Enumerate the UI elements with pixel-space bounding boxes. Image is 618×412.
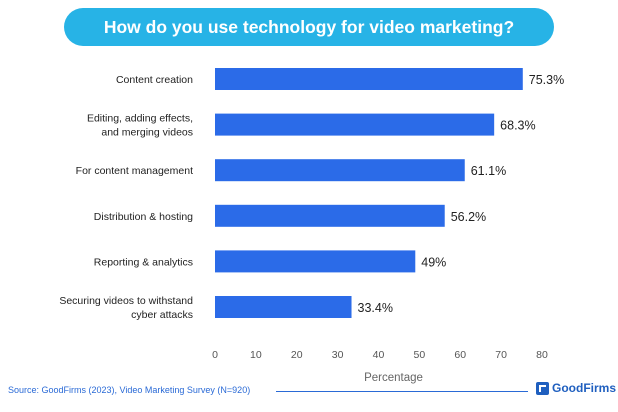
x-tick-label: 60 [454, 349, 466, 361]
x-tick-label: 40 [373, 349, 385, 361]
category-label: Editing, adding effects, and merging vide… [87, 113, 193, 139]
bar [215, 250, 416, 273]
goodfirms-logo-icon [536, 381, 549, 395]
x-tick-label: 0 [212, 349, 218, 361]
x-tick-label: 10 [250, 349, 262, 361]
x-tick-label: 30 [332, 349, 344, 361]
data-label: 75.3% [529, 73, 564, 87]
category-label: Distribution & hosting [94, 211, 193, 223]
x-tick-label: 70 [495, 349, 507, 361]
data-label: 33.4% [358, 301, 393, 315]
data-label: 61.1% [471, 164, 506, 178]
footer-divider [276, 391, 528, 392]
x-axis-title: Percentage [364, 372, 423, 384]
x-tick-label: 80 [536, 349, 548, 361]
brand-name: GoodFirms [552, 381, 617, 395]
source-note: Source: GoodFirms (2023), Video Marketin… [8, 385, 251, 395]
bar [215, 113, 495, 136]
category-label: For content management [76, 165, 193, 177]
brand-logo: GoodFirms [536, 381, 616, 395]
bar [215, 204, 445, 227]
category-label: Content creation [116, 74, 193, 86]
chart-title-text: How do you use technology for video mark… [103, 16, 515, 37]
category-label: Reporting & analytics [94, 256, 193, 268]
data-label: 56.2% [451, 210, 486, 224]
data-label: 49% [421, 255, 446, 269]
data-label: 68.3% [500, 119, 535, 133]
x-tick-label: 50 [414, 349, 426, 361]
bar [215, 296, 352, 318]
chart-title: How do you use technology for video mark… [64, 8, 554, 46]
bar [215, 159, 465, 182]
x-tick-label: 20 [291, 349, 303, 361]
category-label: Securing videos to withstand cyber attack… [59, 295, 193, 321]
bar [215, 68, 523, 90]
